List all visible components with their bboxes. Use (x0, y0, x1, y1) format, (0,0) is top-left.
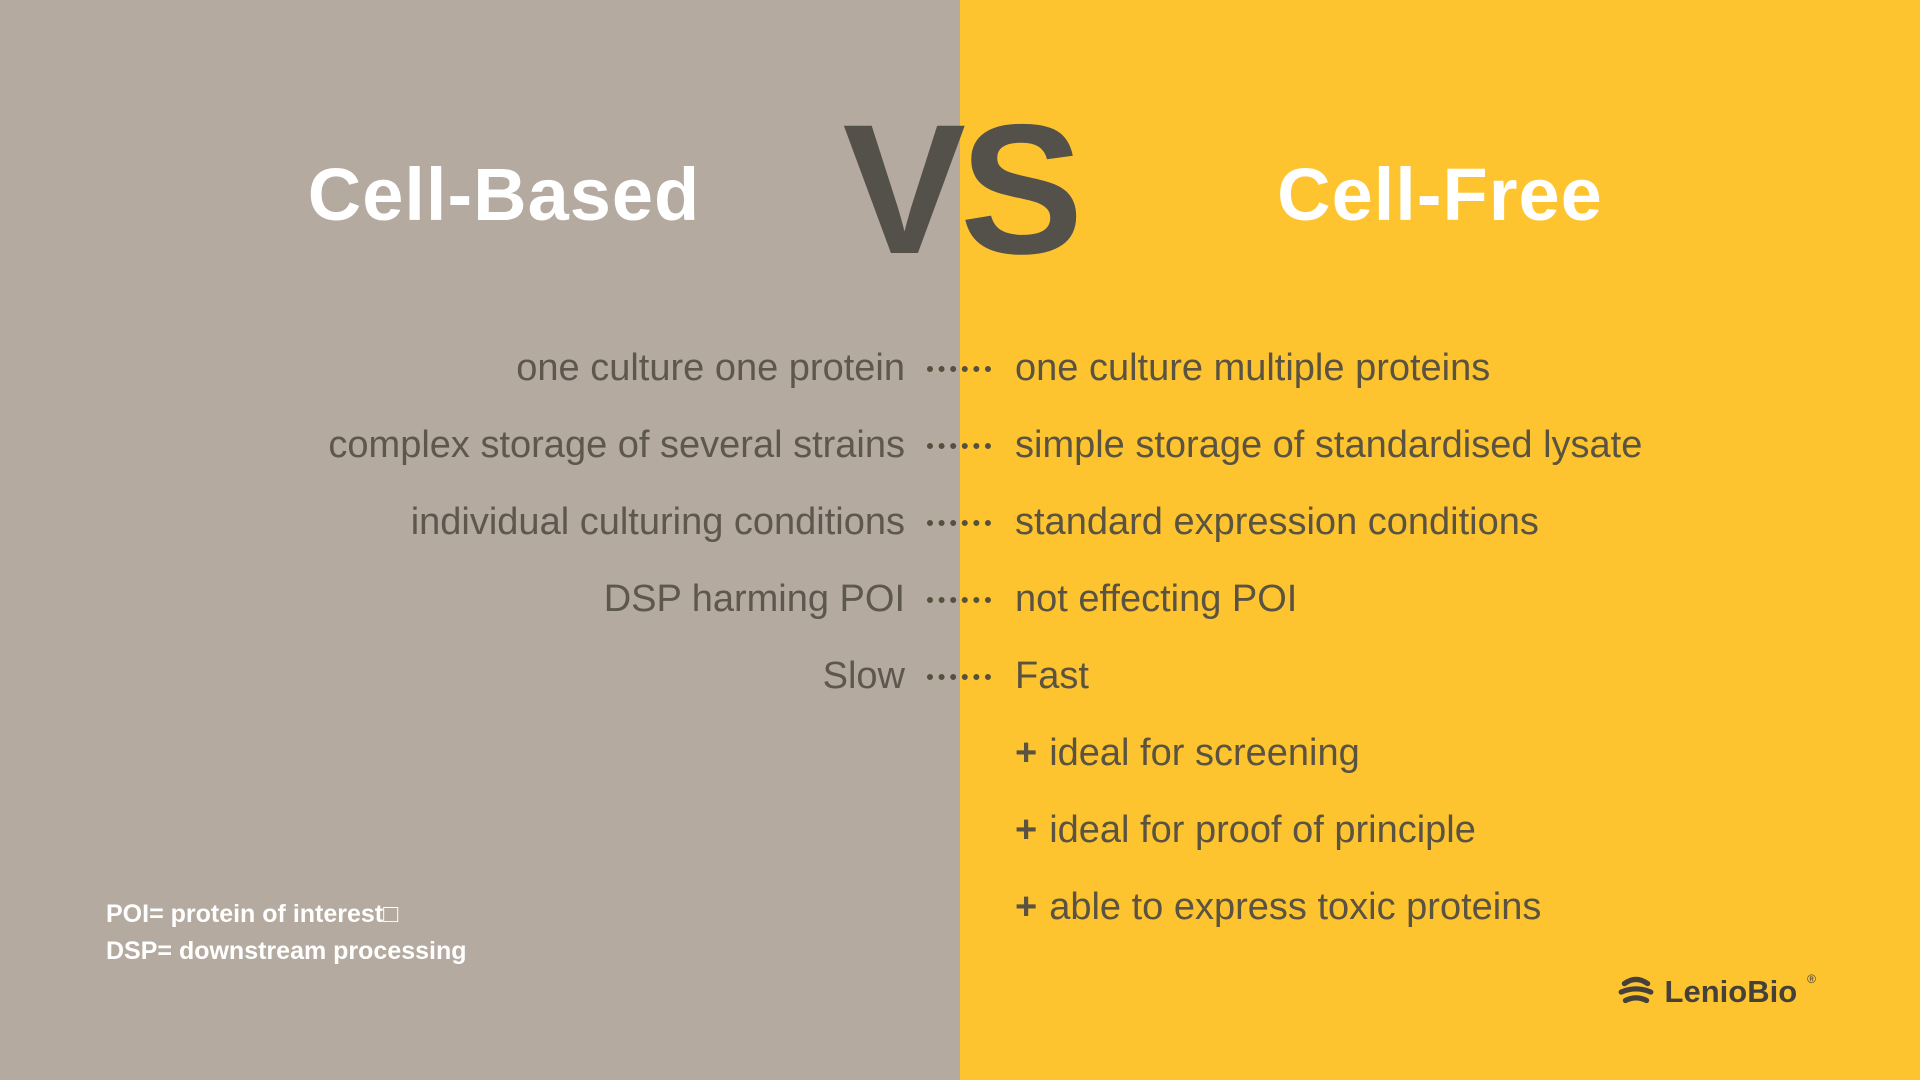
plus-sign: + (1015, 885, 1038, 928)
cell-free-bonus-point: + able to express toxic proteins (991, 886, 1920, 930)
registered-trademark-icon: ® (1807, 972, 1816, 986)
vs-label: VS (842, 87, 1084, 293)
cell-free-point: one culture multiple proteins (1015, 346, 1491, 389)
comparison-rows: one culture one protein one culture mult… (0, 330, 1920, 946)
comparison-row: individual culturing conditions standard… (0, 484, 1920, 561)
left-column-title: Cell-Based (307, 153, 701, 236)
cell-based-point: individual culturing conditions (410, 500, 905, 543)
abbreviation-footnotes: POI= protein of interest□ DSP= downstrea… (106, 896, 467, 970)
cell-free-bonus-row: + able to express toxic proteins (0, 869, 1920, 946)
cell-free-bonus-row: + ideal for screening (0, 715, 1920, 792)
leniobio-logo-text: LenioBio (1664, 973, 1798, 1009)
left-panel-background (0, 0, 960, 1080)
bonus-text: ideal for proof of principle (1049, 808, 1476, 851)
cell-free-bonus-row: + ideal for proof of principle (0, 792, 1920, 869)
cell-free-point: not effecting POI (1015, 577, 1298, 620)
cell-free-bonus-point: + ideal for proof of principle (991, 809, 1920, 853)
comparison-row: one culture one protein one culture mult… (0, 330, 1920, 407)
footnote-dsp: DSP= downstream processing (106, 937, 467, 965)
comparison-row: DSP harming POI not effecting POI (0, 561, 1920, 638)
bonus-text: ideal for screening (1049, 731, 1360, 774)
dotted-connector (927, 519, 991, 526)
bonus-text: able to express toxic proteins (1049, 885, 1542, 928)
footnote-poi: POI= protein of interest□ (106, 900, 399, 928)
leniobio-logo-icon (1617, 972, 1655, 1010)
dotted-connector (927, 365, 991, 372)
cell-free-point: standard expression conditions (1015, 500, 1539, 543)
dotted-connector (927, 673, 991, 680)
cell-free-point: simple storage of standardised lysate (1015, 423, 1643, 466)
dotted-connector (927, 596, 991, 603)
cell-free-bonus-point: + ideal for screening (991, 732, 1920, 776)
comparison-row: Slow Fast (0, 638, 1920, 715)
right-column-title: Cell-Free (1277, 153, 1603, 236)
plus-sign: + (1015, 808, 1038, 851)
cell-based-point: Slow (822, 654, 905, 697)
dotted-connector (927, 442, 991, 449)
cell-free-point: Fast (1015, 654, 1089, 697)
leniobio-logo: LenioBio ® (1617, 972, 1816, 1010)
plus-sign: + (1015, 731, 1038, 774)
comparison-row: complex storage of several strains simpl… (0, 407, 1920, 484)
right-panel-background (960, 0, 1920, 1080)
cell-based-point: DSP harming POI (603, 577, 905, 620)
cell-based-point: one culture one protein (516, 346, 905, 389)
cell-based-point: complex storage of several strains (328, 423, 905, 466)
